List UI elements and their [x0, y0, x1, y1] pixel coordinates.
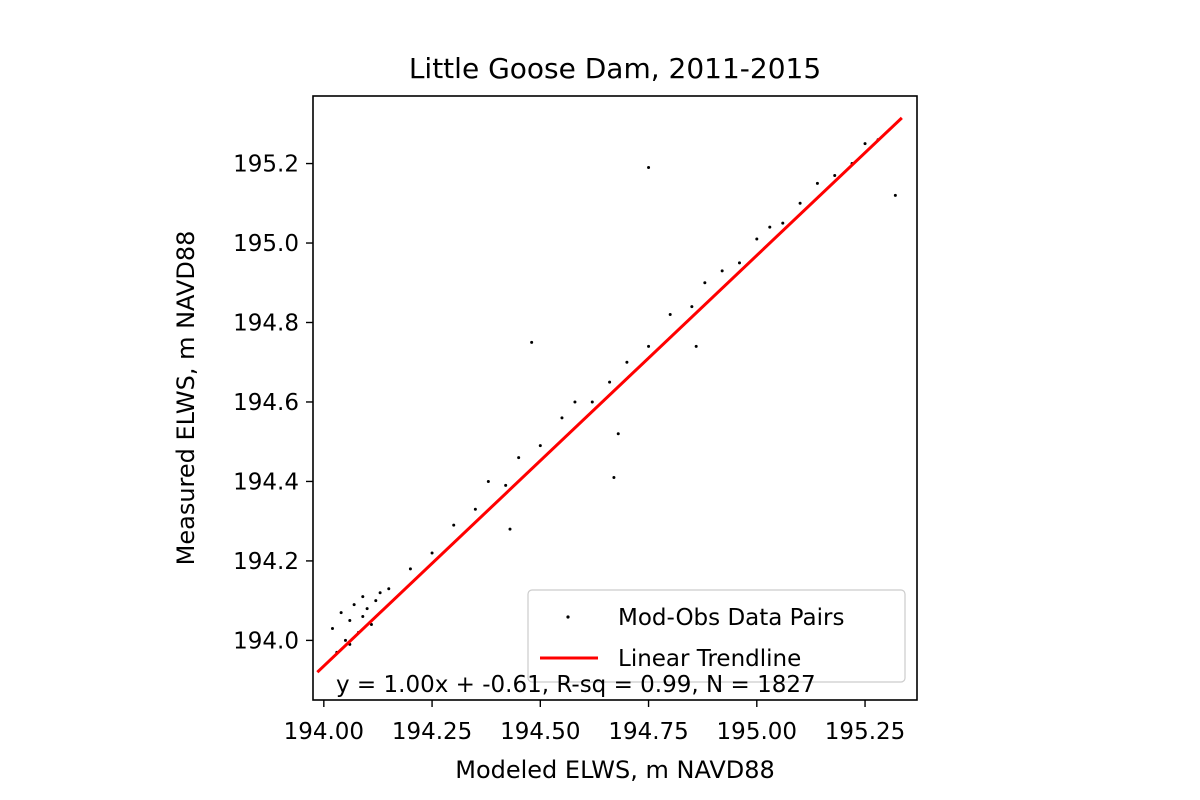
- data-point: [737, 261, 741, 265]
- chart-title: Little Goose Dam, 2011-2015: [409, 52, 821, 85]
- y-tick-label: 194.6: [233, 390, 299, 416]
- data-point: [815, 181, 819, 185]
- data-point: [504, 483, 508, 487]
- x-axis-ticks: 194.00 194.25 194.50 194.75 195.00 195.25: [284, 700, 905, 745]
- data-point: [378, 591, 382, 595]
- data-point: [893, 193, 897, 197]
- data-point: [560, 416, 564, 420]
- data-point: [781, 221, 785, 225]
- data-point: [374, 599, 378, 603]
- x-tick-label: 194.00: [284, 719, 364, 745]
- data-point: [408, 567, 412, 571]
- legend-box: [527, 589, 906, 683]
- data-point: [798, 201, 802, 205]
- data-point: [625, 360, 629, 364]
- data-point: [369, 623, 373, 626]
- data-point: [352, 603, 356, 607]
- data-point: [348, 619, 352, 623]
- y-axis-ticks: 194.0 194.2 194.4 194.6 194.8 195.0 195.2: [233, 152, 313, 654]
- x-tick-label: 194.50: [500, 719, 580, 745]
- legend-label-trendline: Linear Trendline: [618, 646, 801, 672]
- data-point: [590, 400, 594, 404]
- data-point: [768, 225, 772, 229]
- y-axis-label: Measured ELWS, m NAVD88: [172, 231, 200, 566]
- data-point: [343, 638, 347, 642]
- y-tick-label: 195.2: [233, 152, 299, 178]
- data-point: [365, 607, 369, 611]
- data-point: [573, 400, 577, 404]
- y-tick-label: 194.8: [233, 311, 299, 337]
- data-point: [694, 344, 698, 348]
- data-point: [720, 269, 724, 273]
- trendline-layer: [316, 116, 903, 674]
- data-point: [668, 313, 672, 317]
- x-tick-label: 194.75: [608, 719, 688, 745]
- data-point: [616, 432, 620, 436]
- data-point: [755, 237, 759, 241]
- x-tick-label: 195.00: [717, 719, 797, 745]
- data-point: [690, 305, 694, 309]
- data-point: [486, 479, 490, 483]
- data-point: [430, 551, 434, 555]
- data-point: [452, 523, 456, 527]
- data-point: [538, 444, 542, 448]
- y-tick-label: 195.0: [233, 231, 299, 257]
- y-tick-label: 194.0: [233, 628, 299, 654]
- trendline: [316, 116, 903, 674]
- data-point: [612, 475, 616, 479]
- data-point: [339, 611, 343, 615]
- data-point: [647, 344, 651, 348]
- legend-marker-data-pairs: [566, 615, 570, 619]
- data-point: [863, 142, 867, 146]
- data-point: [647, 166, 651, 170]
- legend: Mod-Obs Data Pairs Linear Trendline: [527, 589, 906, 683]
- data-point: [508, 527, 512, 531]
- data-point: [833, 173, 837, 177]
- data-point: [361, 615, 365, 619]
- y-tick-label: 194.4: [233, 469, 299, 495]
- plot-frame: [312, 95, 918, 701]
- data-point: [530, 340, 534, 344]
- data-point: [361, 595, 365, 599]
- data-point: [608, 380, 612, 384]
- data-point: [330, 626, 334, 630]
- data-point: [387, 587, 391, 591]
- data-point: [473, 507, 477, 511]
- x-axis-label: Modeled ELWS, m NAVD88: [455, 756, 775, 784]
- data-point: [517, 456, 521, 460]
- legend-label-data-pairs: Mod-Obs Data Pairs: [618, 605, 844, 631]
- x-tick-label: 194.25: [392, 719, 472, 745]
- points-layer: [330, 138, 897, 654]
- data-point: [703, 281, 707, 285]
- y-tick-label: 194.2: [233, 549, 299, 575]
- x-tick-label: 195.25: [825, 719, 905, 745]
- regression-annotation: y = 1.00x + -0.61, R-sq = 0.99, N = 1827: [336, 672, 816, 698]
